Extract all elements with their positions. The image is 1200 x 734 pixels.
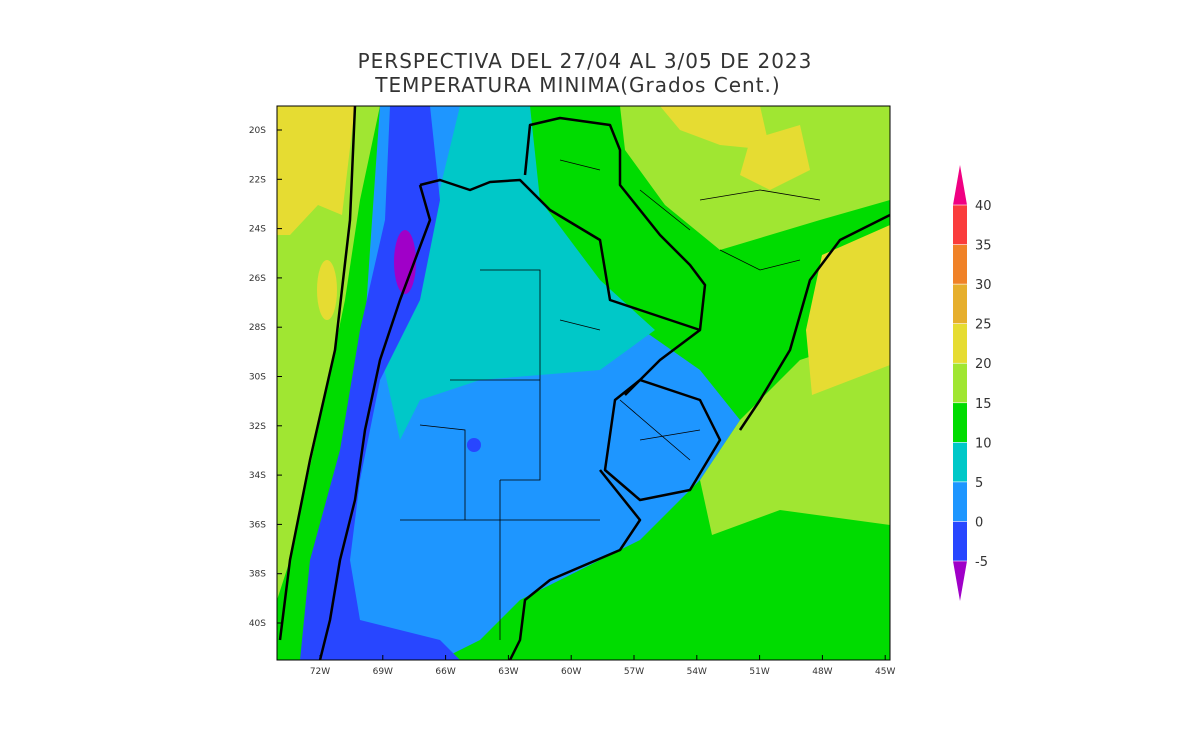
border bbox=[318, 184, 432, 660]
title: PERSPECTIVA DEL 27/04 AL 3/05 DE 2023 bbox=[358, 49, 813, 73]
lon-label: 66W bbox=[435, 667, 455, 677]
field-area bbox=[806, 225, 890, 395]
colorbar: -5 0 5 10 15 20 25 30 35 40 bbox=[953, 165, 992, 601]
field-area bbox=[740, 125, 810, 190]
lon-label: 63W bbox=[498, 667, 518, 677]
field-area bbox=[467, 438, 481, 452]
lat-label: 38S bbox=[249, 570, 266, 580]
colorbar-label: 20 bbox=[975, 357, 992, 372]
colorbar-band bbox=[953, 284, 967, 324]
colorbar-label: 40 bbox=[975, 199, 992, 214]
lat-label: 26S bbox=[249, 274, 266, 284]
lon-label: 48W bbox=[812, 667, 832, 677]
map bbox=[276, 105, 891, 661]
border bbox=[508, 469, 642, 660]
lon-label: 69W bbox=[373, 667, 393, 677]
colorbar-band bbox=[953, 244, 967, 285]
field-area bbox=[380, 106, 655, 440]
field-area bbox=[277, 106, 355, 235]
lat-label: 20S bbox=[249, 126, 266, 136]
colorbar-arrow bbox=[953, 561, 967, 601]
colorbar-band bbox=[953, 205, 967, 245]
border bbox=[603, 378, 722, 502]
lat-label: 40S bbox=[249, 619, 266, 629]
lat-label: 24S bbox=[249, 225, 266, 235]
colorbar-label: 15 bbox=[975, 397, 992, 412]
lon-label: 45W bbox=[875, 667, 895, 677]
field-area bbox=[277, 106, 380, 600]
lat-label: 34S bbox=[249, 471, 266, 481]
lon-label: 51W bbox=[749, 667, 769, 677]
colorbar-label: 10 bbox=[975, 436, 992, 451]
colorbar-label: 5 bbox=[975, 476, 983, 491]
colorbar-label: 30 bbox=[975, 278, 992, 293]
field-area bbox=[660, 106, 770, 150]
colorbar-band bbox=[953, 442, 967, 482]
colorbar-label: -5 bbox=[975, 555, 988, 570]
lat-label: 36S bbox=[249, 520, 266, 530]
colorbar-band bbox=[953, 402, 967, 443]
lon-label: 54W bbox=[687, 667, 707, 677]
colorbar-arrow bbox=[953, 165, 967, 205]
colorbar-band bbox=[953, 323, 967, 364]
subtitle: TEMPERATURA MINIMA(Grados Cent.) bbox=[374, 73, 780, 97]
lat-label: 32S bbox=[249, 422, 266, 432]
lon-label: 60W bbox=[561, 667, 581, 677]
lon-label: 57W bbox=[624, 667, 644, 677]
colorbar-band bbox=[953, 363, 967, 403]
colorbar-band bbox=[953, 481, 967, 522]
border bbox=[278, 106, 357, 641]
colorbar-label: 25 bbox=[975, 318, 992, 333]
lat-label: 30S bbox=[249, 373, 266, 383]
field-area bbox=[394, 230, 416, 294]
lon-label: 72W bbox=[310, 667, 330, 677]
lat-label: 28S bbox=[249, 323, 266, 333]
map-frame bbox=[276, 105, 891, 661]
lat-label: 22S bbox=[249, 175, 266, 185]
colorbar-band bbox=[953, 521, 967, 561]
field-area bbox=[317, 260, 337, 320]
border bbox=[624, 329, 701, 396]
border bbox=[738, 213, 890, 431]
province-line bbox=[400, 159, 821, 640]
colorbar-label: 0 bbox=[975, 515, 983, 530]
colorbar-label: 35 bbox=[975, 239, 992, 254]
